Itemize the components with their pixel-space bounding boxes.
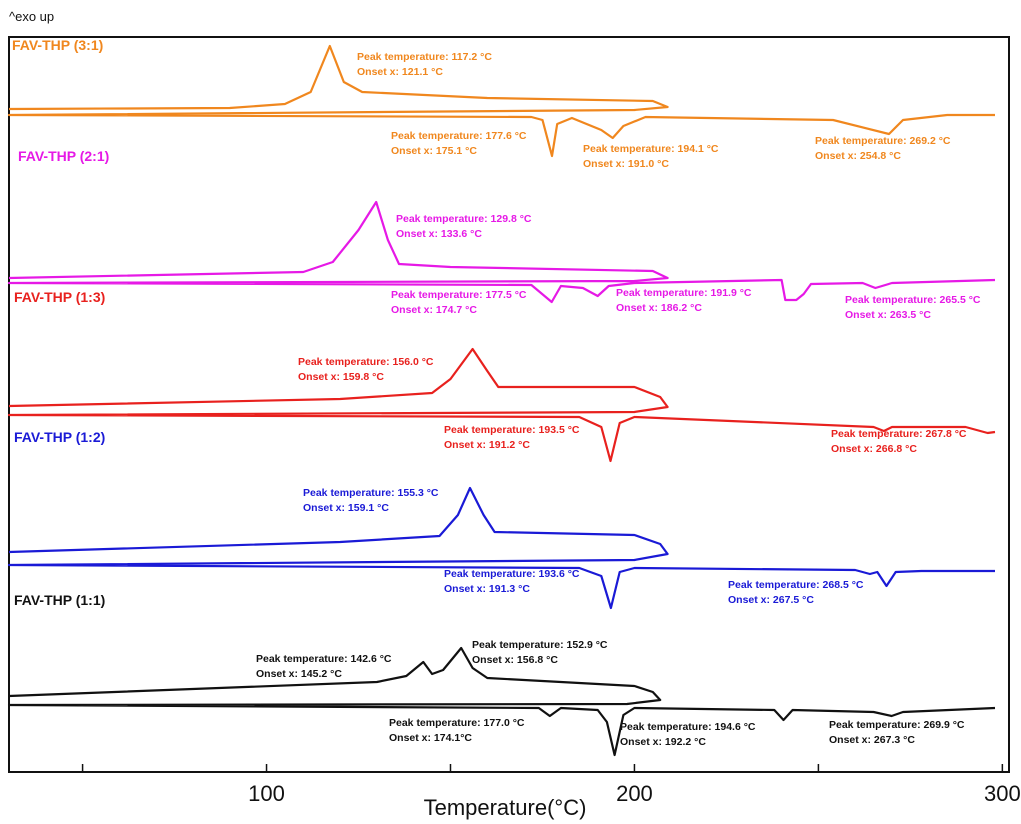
- peak-annotation: Peak temperature: 265.5 °C: [845, 294, 981, 306]
- peak-annotation: Peak temperature: 268.5 °C: [728, 579, 864, 591]
- series-line: [7, 646, 996, 757]
- series-line: [7, 200, 996, 304]
- peak-annotation: Peak temperature: 155.3 °C: [303, 487, 439, 499]
- onset-annotation: Onset x: 133.6 °C: [396, 228, 482, 240]
- peak-annotation: Peak temperature: 177.5 °C: [391, 289, 527, 301]
- onset-annotation: Onset x: 254.8 °C: [815, 150, 901, 162]
- peak-annotation: Peak temperature: 269.9 °C: [829, 719, 965, 731]
- onset-annotation: Onset x: 174.1°C: [389, 732, 472, 744]
- peak-annotation: Peak temperature: 117.2 °C: [357, 51, 492, 63]
- peak-annotation: Peak temperature: 269.2 °C: [815, 135, 951, 147]
- peak-annotation: Peak temperature: 152.9 °C: [472, 639, 608, 651]
- peak-annotation: Peak temperature: 156.0 °C: [298, 356, 434, 368]
- series-line: [7, 44, 995, 158]
- onset-annotation: Onset x: 267.5 °C: [728, 594, 814, 606]
- onset-annotation: Onset x: 263.5 °C: [845, 309, 931, 321]
- onset-annotation: Onset x: 192.2 °C: [620, 736, 706, 748]
- x-tick-label: 200: [616, 781, 653, 806]
- onset-annotation: Onset x: 266.8 °C: [831, 443, 917, 455]
- x-axis: 100 200 300: [81, 764, 1021, 806]
- onset-annotation: Onset x: 159.1 °C: [303, 502, 389, 514]
- onset-annotation: Onset x: 121.1 °C: [357, 66, 443, 78]
- series-label: FAV-THP (1:2): [14, 429, 105, 445]
- exo-up-label: ^exo up: [9, 9, 54, 24]
- onset-annotation: Onset x: 175.1 °C: [391, 145, 477, 157]
- peak-annotation: Peak temperature: 193.5 °C: [444, 424, 580, 436]
- onset-annotation: Onset x: 159.8 °C: [298, 371, 384, 383]
- x-tick-label: 100: [248, 781, 285, 806]
- onset-annotation: Onset x: 267.3 °C: [829, 734, 915, 746]
- peak-annotation: Peak temperature: 129.8 °C: [396, 213, 532, 225]
- curves-group: [7, 44, 996, 757]
- peak-annotation: Peak temperature: 194.6 °C: [620, 721, 756, 733]
- peak-annotation: Peak temperature: 177.6 °C: [391, 130, 527, 142]
- peak-annotation: Peak temperature: 193.6 °C: [444, 568, 580, 580]
- onset-annotation: Onset x: 156.8 °C: [472, 654, 558, 666]
- series-label: FAV-THP (1:1): [14, 592, 105, 608]
- series-label: FAV-THP (2:1): [18, 148, 109, 164]
- peak-annotation: Peak temperature: 194.1 °C: [583, 143, 719, 155]
- peak-annotation: Peak temperature: 177.0 °C: [389, 717, 525, 729]
- x-axis-label: Temperature(°C): [424, 795, 587, 820]
- peak-annotation: Peak temperature: 191.9 °C: [616, 287, 752, 299]
- onset-annotation: Onset x: 191.0 °C: [583, 158, 669, 170]
- series-label: FAV-THP (3:1): [12, 37, 103, 53]
- onset-annotation: Onset x: 191.2 °C: [444, 439, 530, 451]
- annotations-group: FAV-THP (3:1) Peak temperature: 117.2 °C O…: [12, 37, 981, 748]
- plot-frame: [8, 36, 1010, 773]
- peak-annotation: Peak temperature: 267.8 °C: [831, 428, 967, 440]
- x-tick-label: 300: [984, 781, 1021, 806]
- series-label: FAV-THP (1:3): [14, 289, 105, 305]
- onset-annotation: Onset x: 145.2 °C: [256, 668, 342, 680]
- series-line: [7, 486, 995, 610]
- onset-annotation: Onset x: 186.2 °C: [616, 302, 702, 314]
- onset-annotation: Onset x: 191.3 °C: [444, 583, 530, 595]
- series-line: [7, 347, 996, 463]
- peak-annotation: Peak temperature: 142.6 °C: [256, 653, 392, 665]
- onset-annotation: Onset x: 174.7 °C: [391, 304, 477, 316]
